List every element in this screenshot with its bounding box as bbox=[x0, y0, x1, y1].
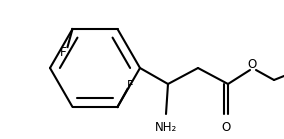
Text: F: F bbox=[127, 80, 134, 92]
Text: NH₂: NH₂ bbox=[155, 121, 177, 134]
Text: O: O bbox=[247, 58, 257, 70]
Text: F: F bbox=[60, 46, 67, 59]
Text: O: O bbox=[221, 121, 231, 134]
